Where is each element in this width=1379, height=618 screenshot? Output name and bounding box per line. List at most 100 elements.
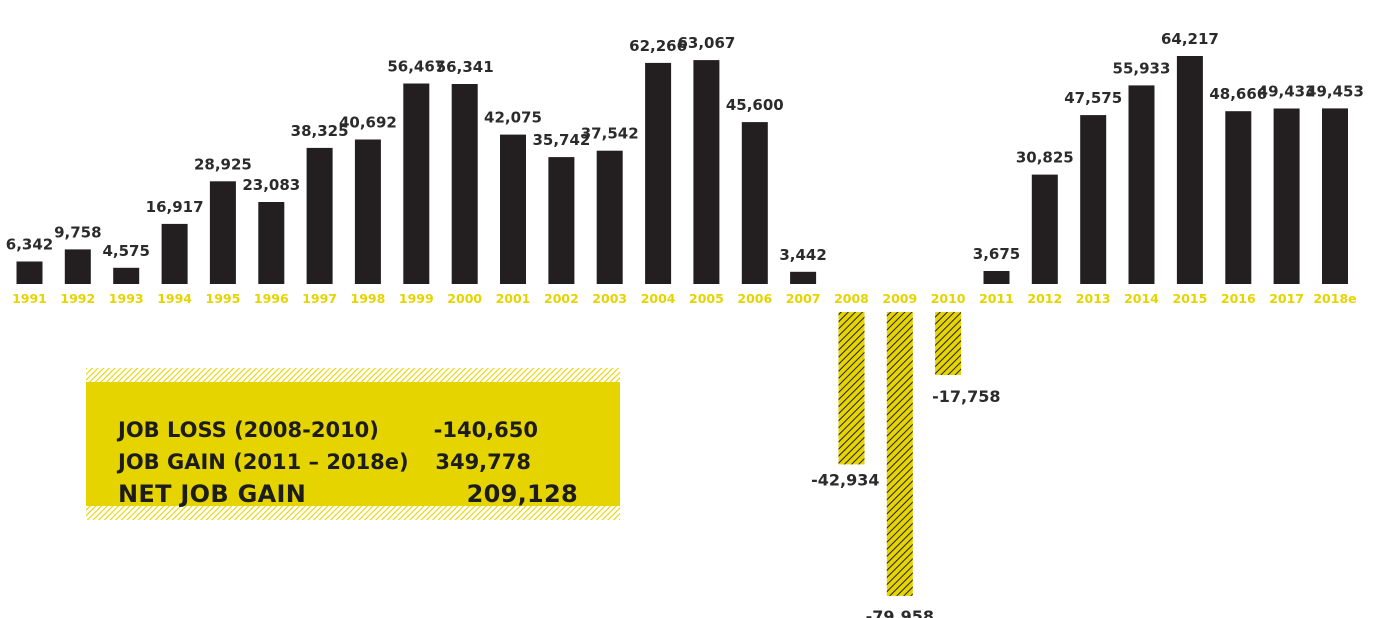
- bar-2016: [1225, 111, 1252, 284]
- bar-2014: [1128, 85, 1155, 285]
- value-label-2004: 62,266: [629, 37, 687, 55]
- tick-label-2004: 2004: [641, 291, 676, 306]
- bar-2003: [596, 150, 623, 284]
- bar-2012: [1031, 174, 1058, 284]
- summary-hatch-top: [86, 368, 620, 382]
- tick-label-2010: 2010: [931, 291, 966, 306]
- tick-label-2005: 2005: [689, 291, 724, 306]
- value-label-2012: 30,825: [1016, 149, 1074, 167]
- x-axis-ticks: 1991 1992 1993 1994 1995 1996 1997 1998 1999 2000…: [12, 291, 1357, 306]
- bar-1998: [354, 139, 381, 284]
- value-label-1995: 28,925: [194, 155, 252, 173]
- tick-label-2015: 2015: [1173, 291, 1208, 306]
- bar-2008: [838, 312, 865, 465]
- tick-label-2018e: 2018e: [1313, 291, 1356, 306]
- value-label-1997: 38,325: [291, 122, 349, 140]
- tick-label-2009: 2009: [882, 291, 917, 306]
- tick-label-2017: 2017: [1269, 291, 1304, 306]
- bar-1996: [258, 202, 285, 284]
- value-label-1992: 9,758: [54, 223, 101, 241]
- bar-1995: [209, 181, 236, 284]
- tick-label-1993: 1993: [109, 291, 144, 306]
- tick-label-2007: 2007: [786, 291, 821, 306]
- bar-2013: [1080, 115, 1107, 284]
- value-label-2013: 47,575: [1064, 89, 1122, 107]
- tick-label-2014: 2014: [1124, 291, 1159, 306]
- bar-2011: [983, 271, 1010, 284]
- bar-2005: [693, 60, 720, 284]
- tick-label-1995: 1995: [206, 291, 241, 306]
- bar-2000: [451, 84, 478, 284]
- tick-label-2006: 2006: [737, 291, 772, 306]
- value-label-1993: 4,575: [102, 242, 149, 260]
- tick-label-2002: 2002: [544, 291, 579, 306]
- summary-value-net-job-gain: 209,128: [466, 480, 578, 508]
- bar-2004: [645, 62, 672, 285]
- value-label-2005: 63,067: [677, 34, 735, 52]
- value-label-2014: 55,933: [1113, 59, 1171, 77]
- bars: [16, 56, 1348, 596]
- bar-2007: [790, 271, 817, 284]
- summary-label-net-job-gain: NET JOB GAIN: [118, 480, 307, 508]
- bar-1991: [16, 261, 43, 284]
- summary-label-job-loss: JOB LOSS (2008-2010): [118, 418, 379, 442]
- summary-box: JOB LOSS (2008-2010) -140,650 JOB GAIN (…: [86, 368, 620, 520]
- bar-2017: [1273, 108, 1300, 284]
- value-label-1999: 56,467: [387, 58, 445, 76]
- bar-2006: [741, 122, 768, 284]
- tick-label-2008: 2008: [834, 291, 869, 306]
- tick-label-2013: 2013: [1076, 291, 1111, 306]
- tick-label-1998: 1998: [351, 291, 386, 306]
- bar-1997: [306, 147, 333, 284]
- tick-label-1996: 1996: [254, 291, 289, 306]
- value-label-2006: 45,600: [726, 96, 784, 114]
- value-label-1998: 40,692: [339, 114, 397, 132]
- value-label-2007: 3,442: [779, 246, 826, 264]
- bar-2018e: [1322, 108, 1348, 285]
- value-label-2003: 37,542: [581, 125, 639, 143]
- summary-fill: [86, 382, 620, 506]
- value-label-2017: 49,433: [1258, 83, 1316, 101]
- bar-1992: [64, 249, 91, 284]
- summary-value-job-gain: 349,778: [435, 450, 531, 474]
- value-labels: 6,3429,7584,57516,91728,92523,08338,3254…: [6, 30, 1364, 618]
- tick-label-1997: 1997: [302, 291, 337, 306]
- tick-label-1994: 1994: [157, 291, 192, 306]
- summary-hatch-bottom: [86, 506, 620, 520]
- value-label-2002: 35,742: [532, 131, 590, 149]
- tick-label-1999: 1999: [399, 291, 434, 306]
- value-label-2000: 56,341: [436, 58, 494, 76]
- tick-label-2012: 2012: [1027, 291, 1062, 306]
- value-label-2010: -17,758: [932, 387, 1000, 406]
- tick-label-2011: 2011: [979, 291, 1014, 306]
- bar-2002: [548, 157, 575, 284]
- summary-background: [86, 368, 620, 520]
- value-label-1991: 6,342: [6, 236, 53, 254]
- tick-label-2001: 2001: [496, 291, 531, 306]
- value-label-2008: -42,934: [811, 470, 879, 489]
- tick-label-1992: 1992: [60, 291, 95, 306]
- bar-1994: [161, 223, 188, 284]
- bar-2001: [500, 134, 526, 284]
- summary-row-job-loss: JOB LOSS (2008-2010) -140,650: [118, 418, 578, 448]
- value-label-2016: 48,666: [1209, 85, 1267, 103]
- value-label-2018e: 49,453: [1306, 82, 1364, 100]
- value-label-2011: 3,675: [973, 245, 1020, 263]
- value-label-1996: 23,083: [242, 176, 300, 194]
- bar-1999: [403, 83, 430, 284]
- value-label-2001: 42,075: [484, 109, 542, 127]
- bar-2009: [886, 312, 913, 596]
- value-label-2009: -79,958: [866, 607, 934, 618]
- tick-label-2016: 2016: [1221, 291, 1256, 306]
- tick-label-2000: 2000: [447, 291, 482, 306]
- tick-label-2003: 2003: [592, 291, 627, 306]
- value-label-2015: 64,217: [1161, 30, 1219, 48]
- bar-2010: [935, 312, 962, 375]
- value-label-1994: 16,917: [146, 198, 204, 216]
- bar-2015: [1176, 56, 1203, 284]
- tick-label-1991: 1991: [12, 291, 47, 306]
- summary-value-job-loss: -140,650: [433, 418, 538, 442]
- summary-row-net-job-gain: NET JOB GAIN 209,128: [118, 480, 578, 510]
- summary-row-job-gain: JOB GAIN (2011 – 2018e) 349,778: [118, 450, 578, 480]
